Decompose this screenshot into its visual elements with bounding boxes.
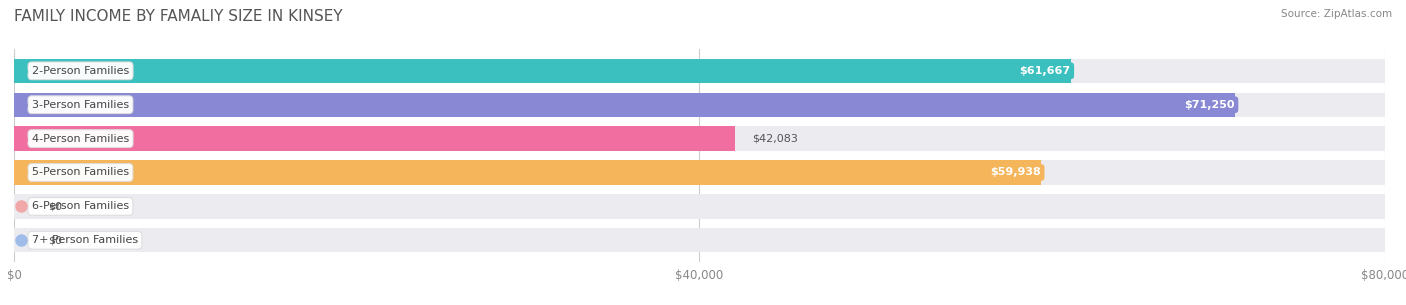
Text: 4-Person Families: 4-Person Families: [32, 134, 129, 144]
Text: FAMILY INCOME BY FAMALIY SIZE IN KINSEY: FAMILY INCOME BY FAMALIY SIZE IN KINSEY: [14, 9, 343, 24]
Bar: [14, 126, 1385, 151]
Text: $42,083: $42,083: [752, 134, 797, 144]
Bar: [14, 228, 1385, 253]
Text: 6-Person Families: 6-Person Families: [32, 201, 129, 211]
Text: Source: ZipAtlas.com: Source: ZipAtlas.com: [1281, 9, 1392, 19]
Bar: [14, 59, 1071, 83]
Bar: [14, 92, 1234, 117]
Bar: [14, 92, 1385, 117]
Text: 5-Person Families: 5-Person Families: [32, 167, 129, 178]
Text: $0: $0: [48, 201, 62, 211]
Bar: [14, 126, 735, 151]
Text: $61,667: $61,667: [1019, 66, 1071, 76]
Bar: [14, 194, 1385, 219]
Bar: [14, 160, 1040, 185]
Text: 2-Person Families: 2-Person Families: [32, 66, 129, 76]
Bar: [14, 160, 1385, 185]
Text: 7+ Person Families: 7+ Person Families: [32, 235, 138, 245]
Text: 3-Person Families: 3-Person Families: [32, 100, 129, 110]
Text: $71,250: $71,250: [1184, 100, 1234, 110]
Text: $0: $0: [48, 235, 62, 245]
Bar: [14, 59, 1385, 83]
Text: $59,938: $59,938: [990, 167, 1040, 178]
